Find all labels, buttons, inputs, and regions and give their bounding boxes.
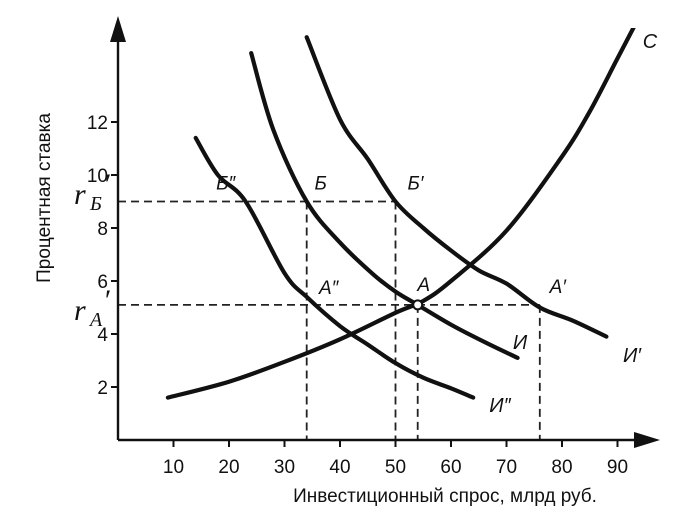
rate-label-a-prime: ′ [103, 284, 110, 317]
point-label-a: А [416, 275, 430, 296]
rate-label-a-subscript: А [88, 309, 103, 331]
point-label-a-double-prime: А″ [318, 278, 340, 299]
curve-label-i-prime: И′ [623, 345, 642, 367]
x-tick-label-90: 90 [607, 457, 628, 478]
x-axis-arrow [634, 432, 660, 448]
x-tick-label-70: 70 [496, 457, 517, 478]
point-label-b: Б [315, 174, 327, 195]
y-tick-label-8: 8 [97, 219, 108, 240]
curve-label-i: И [513, 332, 528, 354]
curve-i [249, 51, 520, 360]
dashed-guides [118, 200, 541, 440]
rate-label-b-letter: r [74, 178, 86, 211]
y-tick-label-6: 6 [97, 272, 108, 293]
point-label-b-double-prime: Б″ [216, 174, 236, 195]
point-label-b-prime: Б′ [408, 174, 425, 195]
equilibrium-point-marker [412, 299, 424, 311]
x-tick-label-40: 40 [329, 457, 350, 478]
rate-label-b-prime: ′ [103, 168, 110, 201]
curve-label-s: С [643, 31, 658, 53]
y-tick-label-10: 10 [87, 166, 108, 187]
x-tick-label-50: 50 [385, 457, 406, 478]
rate-label-b-subscript: Б [89, 193, 102, 215]
y-tick-label-4: 4 [97, 325, 108, 346]
x-tick-label-30: 30 [274, 457, 295, 478]
curve-s [165, 28, 636, 400]
x-tick-label-10: 10 [163, 457, 184, 478]
y-axis-arrow [110, 16, 126, 42]
rate-label-a-letter: r [74, 294, 86, 327]
curves [165, 28, 636, 400]
curve-i-prime [304, 35, 609, 339]
y-tick-label-12: 12 [87, 113, 108, 134]
y-tick-label-2: 2 [97, 378, 108, 399]
tick-marks [111, 121, 619, 447]
x-axis-title: Инвестиционный спрос, млрд руб. [293, 486, 597, 507]
x-tick-label-60: 60 [440, 457, 461, 478]
x-tick-label-80: 80 [551, 457, 572, 478]
curve-i-double-prime [193, 135, 476, 400]
curve-label-i-double-prime: И″ [489, 395, 511, 417]
y-axis-title: Процентная ставка [34, 113, 55, 283]
point-label-a-prime: А′ [549, 277, 568, 298]
rate-label-a: r А ′ [74, 284, 110, 331]
x-tick-label-20: 20 [218, 457, 239, 478]
rate-label-b: r Б ′ [74, 168, 110, 215]
